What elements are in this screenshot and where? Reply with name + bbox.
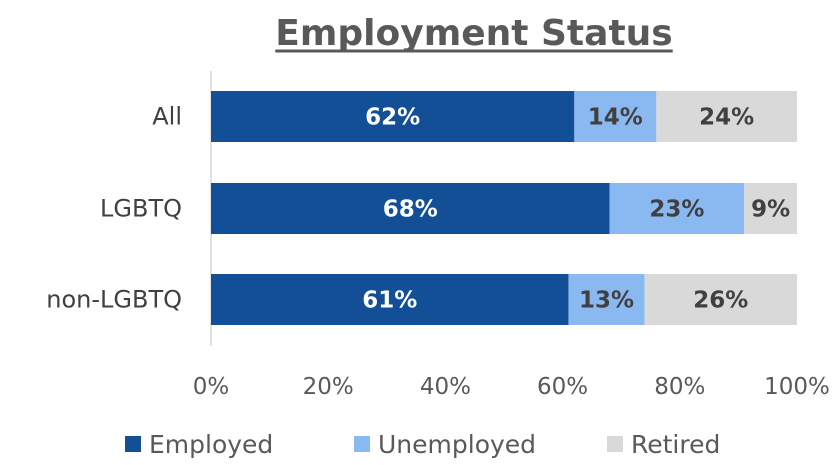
- legend-label: Employed: [149, 430, 273, 459]
- bar-segment-employed: [211, 91, 575, 142]
- x-tick-label: 80%: [654, 374, 705, 400]
- bar-segment-unemployed: [609, 183, 745, 234]
- category-label: non-LGBTQ: [46, 286, 182, 314]
- data-label: 9%: [751, 197, 790, 223]
- data-label: 68%: [383, 197, 438, 223]
- bar-segment-unemployed: [568, 274, 645, 325]
- legend-label: Retired: [631, 430, 720, 459]
- data-label: 26%: [693, 288, 748, 314]
- legend-swatch-unemployed: [354, 436, 370, 452]
- bar-segment-retired: [744, 183, 797, 234]
- category-label: All: [152, 103, 182, 131]
- legend: Employed Unemployed Retired: [125, 430, 720, 459]
- x-tick-label: 60%: [537, 374, 588, 400]
- data-label: 23%: [649, 197, 704, 223]
- category-label: LGBTQ: [100, 195, 182, 223]
- x-tick-label: 20%: [303, 374, 354, 400]
- x-tick-label: 100%: [764, 374, 830, 400]
- bar-segment-retired: [644, 274, 797, 325]
- legend-swatch-employed: [125, 436, 141, 452]
- data-label: 14%: [588, 105, 643, 131]
- category-labels: All LGBTQ non-LGBTQ: [46, 103, 182, 314]
- data-label: 62%: [365, 105, 420, 131]
- data-label: 61%: [362, 288, 417, 314]
- data-label: 13%: [579, 288, 634, 314]
- bar-segment-unemployed: [574, 91, 657, 142]
- chart-title: Employment Status: [275, 13, 672, 54]
- bar-segment-retired: [656, 91, 797, 142]
- x-tick-label: 40%: [420, 374, 471, 400]
- x-tick-label: 0%: [193, 374, 230, 400]
- bar-segment-employed: [211, 183, 610, 234]
- legend-swatch-retired: [607, 436, 623, 452]
- data-label: 24%: [699, 105, 754, 131]
- bars-group: 62% 14% 24% 68% 23% 9% 61% 13% 26%: [211, 91, 797, 325]
- x-tick-labels: 0% 20% 40% 60% 80% 100%: [193, 374, 830, 400]
- bar-segment-employed: [211, 274, 569, 325]
- legend-label: Unemployed: [378, 430, 536, 459]
